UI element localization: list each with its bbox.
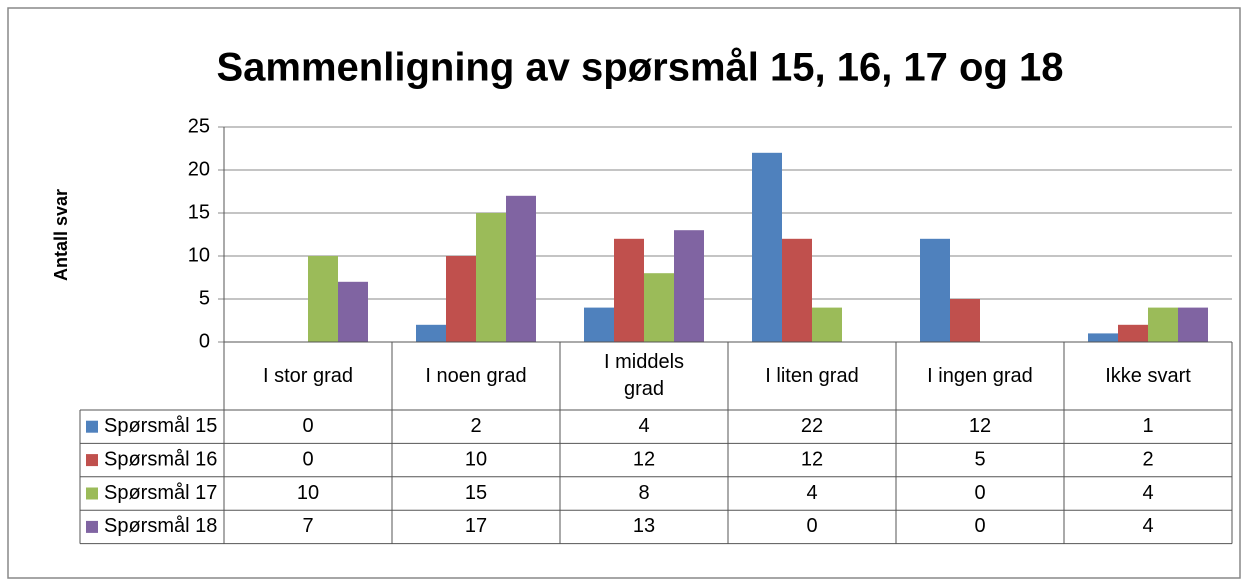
- x-tick-label: Ikke svart: [1105, 364, 1191, 387]
- legend-swatch: [86, 454, 98, 467]
- y-tick-label: 15: [188, 201, 210, 223]
- table-value: 4: [1142, 482, 1153, 504]
- x-tick-label: I stor grad: [262, 364, 354, 387]
- bar: [644, 273, 674, 342]
- table-value: 10: [297, 482, 319, 504]
- table-value: 0: [806, 515, 817, 537]
- y-tick-label: 10: [188, 244, 210, 266]
- y-tick-label: 0: [199, 330, 210, 352]
- category-cell: I noen grad: [425, 364, 527, 387]
- table-value: 0: [302, 448, 313, 470]
- bar: [476, 213, 506, 342]
- table-value: 4: [638, 415, 649, 437]
- legend-label: Spørsmål 18: [104, 515, 217, 537]
- bar: [614, 238, 644, 342]
- x-tick-label: I noen grad: [425, 364, 527, 387]
- category-cell: I liten grad: [765, 364, 859, 387]
- legend-label: Spørsmål 16: [104, 448, 217, 470]
- bar: [506, 195, 536, 342]
- x-tick-label: I ingen grad: [927, 364, 1033, 387]
- table-value: 0: [974, 482, 985, 504]
- table-value: 12: [969, 415, 991, 437]
- legend-label: Spørsmål 15: [104, 415, 217, 437]
- bar: [950, 299, 980, 342]
- table-value: 7: [302, 515, 313, 537]
- table-value: 12: [801, 448, 823, 470]
- category-cell: I middels grad: [603, 351, 685, 400]
- table-value: 4: [806, 482, 817, 504]
- bar: [338, 281, 368, 342]
- table-value: 17: [465, 515, 487, 537]
- y-tick-label: 5: [199, 287, 210, 309]
- x-tick-label: I liten grad: [765, 364, 859, 387]
- bar: [584, 307, 614, 342]
- table-value: 12: [633, 448, 655, 470]
- table-value: 0: [302, 415, 313, 437]
- category-cell: I ingen grad: [927, 364, 1033, 387]
- table-value: 2: [470, 415, 481, 437]
- legend-label: Spørsmål 17: [104, 482, 217, 504]
- bar: [1178, 307, 1208, 342]
- table-value: 22: [801, 415, 823, 437]
- legend-swatch: [86, 520, 98, 533]
- bar: [674, 230, 704, 342]
- bar: [782, 238, 812, 342]
- category-cell: I stor grad: [262, 364, 354, 387]
- y-tick-label: 20: [188, 158, 210, 180]
- table-value: 13: [633, 515, 655, 537]
- bar: [416, 324, 446, 342]
- table-value: 0: [974, 515, 985, 537]
- legend-swatch: [86, 420, 98, 433]
- bar: [752, 152, 782, 342]
- bar: [920, 238, 950, 342]
- bar: [446, 256, 476, 342]
- y-tick-label: 25: [188, 115, 210, 137]
- table-value: 8: [638, 482, 649, 504]
- table-value: 10: [465, 448, 487, 470]
- bar: [1148, 307, 1178, 342]
- category-cell: Ikke svart: [1105, 364, 1191, 387]
- table-value: 2: [1142, 448, 1153, 470]
- bar: [1118, 324, 1148, 342]
- y-axis-label: Antall svar: [51, 189, 71, 281]
- table-value: 4: [1142, 515, 1153, 537]
- x-tick-label: I middels grad: [603, 351, 685, 400]
- bar: [812, 307, 842, 342]
- legend-swatch: [86, 487, 98, 500]
- bar: [308, 256, 338, 342]
- table-value: 15: [465, 482, 487, 504]
- bar: [1088, 333, 1118, 342]
- table-value: 1: [1142, 415, 1153, 437]
- table-value: 5: [974, 448, 985, 470]
- chart-title: Sammenligning av spørsmål 15, 16, 17 og …: [216, 46, 1063, 90]
